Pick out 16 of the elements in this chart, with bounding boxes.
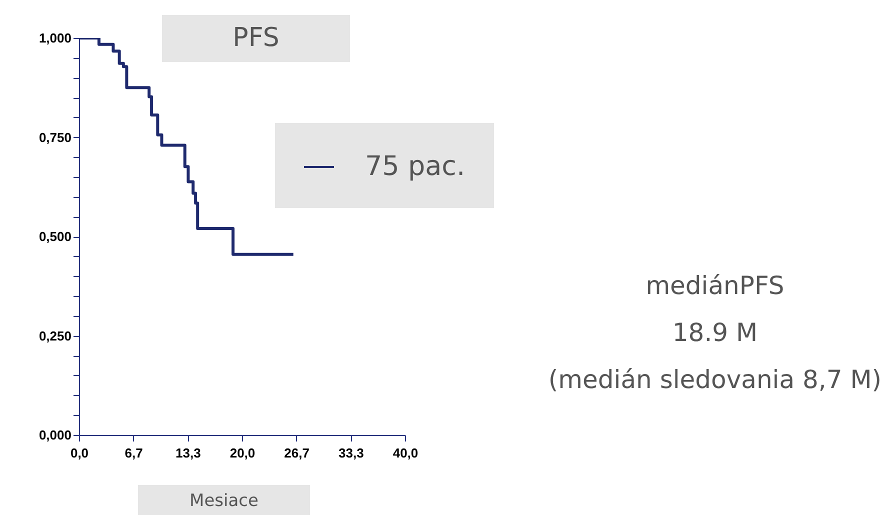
text: 18.9 M [671, 317, 759, 349]
y-tick-label: 0,750 [38, 130, 72, 145]
text: (medián sledovania 8,7 M) [547, 364, 883, 396]
legend-label: 75 pac. [365, 151, 466, 182]
x-tick-label: 13,3 [176, 446, 201, 460]
text: mediánPFS [644, 270, 786, 302]
y-tick-label: 0,250 [38, 328, 72, 344]
x-tick-label: 6,7 [124, 446, 143, 460]
x-tick-label: 20,0 [230, 446, 256, 460]
x-tick-label: 40,0 [392, 446, 418, 460]
y-tick-label: 0,000 [38, 428, 72, 442]
x-tick-label: 26,7 [284, 446, 310, 460]
y-tick-label: 0,500 [38, 229, 72, 244]
x-tick-label: 33,3 [338, 446, 364, 460]
y-tick-label: 1,000 [38, 30, 72, 46]
x-tick-label: 0,0 [70, 446, 89, 460]
